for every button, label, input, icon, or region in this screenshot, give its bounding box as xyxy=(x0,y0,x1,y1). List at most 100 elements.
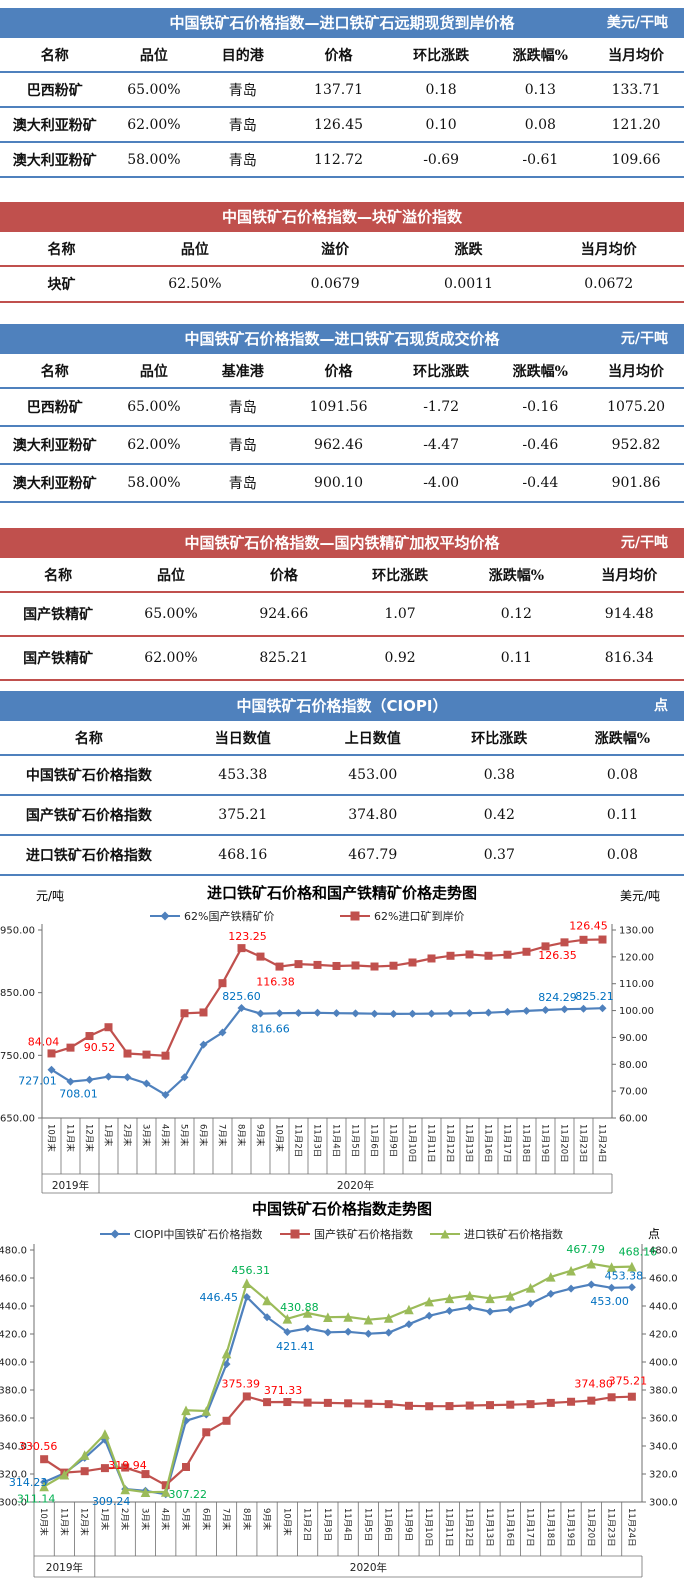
table-cell: 0.11 xyxy=(500,650,532,666)
table-cell: 65.00% xyxy=(144,606,198,622)
category-label: 11月10日 xyxy=(407,1124,417,1163)
table-header-row: 名称 品位 溢价 涨跌 当月均价 xyxy=(0,232,684,267)
chart-title: 进口铁矿石价格和国产铁精矿价格走势图 xyxy=(207,884,477,902)
table-unit-label: 元/干吨 xyxy=(620,331,668,347)
column-header: 价格 xyxy=(324,47,353,64)
legend-label: 62%国产铁精矿价 xyxy=(184,909,274,923)
legend-label: 进口铁矿石价格指数 xyxy=(464,1227,563,1241)
table-row: 澳大利亚粉矿 62.00% 青岛 962.46 -4.47 -0.46 952.82 xyxy=(0,427,684,465)
table-cell: -4.00 xyxy=(423,475,460,491)
data-point-label: 374.80 xyxy=(574,1377,613,1390)
right-axis-tick: 300.0 xyxy=(649,1498,678,1509)
table-cell: 62.00% xyxy=(144,650,198,666)
table-cell: 澳大利亚粉矿 xyxy=(12,438,97,454)
table-row: 国产铁精矿 62.00% 825.21 0.92 0.11 816.34 xyxy=(0,637,684,681)
table-cell: 816.34 xyxy=(604,650,654,666)
data-point-label: 430.88 xyxy=(280,1301,319,1314)
table-cell: 国产铁精矿 xyxy=(23,607,94,623)
table-row: 进口铁矿石价格指数 468.16 467.79 0.37 0.08 xyxy=(0,836,684,876)
table-cell: 1091.56 xyxy=(309,399,368,415)
table-cell: 0.08 xyxy=(606,847,638,863)
category-label: 11月24日 xyxy=(597,1124,607,1163)
category-label: 11月16日 xyxy=(483,1124,493,1163)
category-label: 11月5日 xyxy=(362,1508,372,1541)
data-point-label: 307.22 xyxy=(168,1488,207,1501)
left-axis-tick: 750.00 xyxy=(0,1051,35,1062)
table-cell: 914.48 xyxy=(604,606,654,622)
data-point-label: 825.21 xyxy=(575,990,614,1003)
table-cell: -0.46 xyxy=(522,437,559,453)
table-cell: 进口铁矿石价格指数 xyxy=(25,848,152,864)
column-header: 环比涨跌 xyxy=(372,567,429,584)
category-label: 11月20日 xyxy=(559,1124,569,1163)
table-cell: 青岛 xyxy=(228,476,257,492)
series-1 xyxy=(47,935,607,1060)
year-label: 2019年 xyxy=(52,1179,89,1192)
table-cell: 0.13 xyxy=(524,81,556,98)
table-cell: 65.00% xyxy=(127,81,181,98)
series-1 xyxy=(40,1392,636,1490)
category-label: 11月23日 xyxy=(606,1508,616,1547)
table-cell: 112.72 xyxy=(314,151,364,168)
column-header: 涨跌幅% xyxy=(488,567,545,584)
right-axis-tick: 130.00 xyxy=(619,926,654,937)
column-header: 品位 xyxy=(180,241,209,258)
table-cell: 900.10 xyxy=(314,475,364,491)
price-tables-section: 中国铁矿石价格指数—进口铁矿石远期现货到岸价格 美元/干吨 名称 品位 目的港 价格 环比涨… xyxy=(0,8,684,876)
table-cell: 澳大利亚粉矿 xyxy=(12,152,97,169)
column-header: 名称 xyxy=(40,47,69,64)
table-cell: 国产铁矿石价格指数 xyxy=(25,808,152,824)
category-label: 10月末 xyxy=(38,1508,49,1536)
data-point-label: 708.01 xyxy=(59,1088,98,1101)
column-header: 名称 xyxy=(44,567,73,584)
category-label: 8月末 xyxy=(236,1124,247,1147)
right-axis-tick: 480.0 xyxy=(649,1246,678,1257)
data-point-label: 727.01 xyxy=(18,1075,57,1088)
column-header: 涨跌幅% xyxy=(512,363,568,380)
table-title: 中国铁矿石价格指数—块矿溢价指数 xyxy=(221,208,462,226)
left-axis-tick: 400.0 xyxy=(0,1358,27,1369)
table-unit-label: 元/干吨 xyxy=(620,535,668,551)
column-header: 品位 xyxy=(156,567,185,584)
table-cell: 126.45 xyxy=(314,116,364,133)
column-header: 溢价 xyxy=(321,241,350,258)
category-label: 11月9日 xyxy=(403,1508,413,1541)
data-point-label: 314.23 xyxy=(9,1476,48,1489)
table-unit-label: 点 xyxy=(654,698,668,714)
category-label: 11月3日 xyxy=(322,1508,332,1541)
column-header: 涨跌 xyxy=(454,241,483,258)
chart-legend: 62%国产铁精矿价 62%进口矿到岸价 xyxy=(150,909,464,923)
column-header: 环比涨跌 xyxy=(471,730,528,747)
right-axis-unit: 美元/吨 xyxy=(620,889,660,903)
table-title-bar: 中国铁矿石价格指数—块矿溢价指数 xyxy=(0,202,684,232)
category-label: 11月5日 xyxy=(350,1124,360,1157)
table-cell: 467.79 xyxy=(348,847,398,863)
column-header: 基准港 xyxy=(221,363,264,380)
category-label: 3月末 xyxy=(139,1508,150,1531)
table-row: 巴西粉矿 65.00% 青岛 137.71 0.18 0.13 133.71 xyxy=(0,73,684,108)
table-row: 中国铁矿石价格指数 453.38 453.00 0.38 0.08 xyxy=(0,756,684,796)
right-axis-tick: 340.0 xyxy=(649,1442,678,1453)
category-label: 11月12日 xyxy=(464,1508,474,1547)
category-label: 11月9日 xyxy=(388,1124,398,1157)
x-axis-category-labels: 10月末 11月末 12月末 1月末 2月末 3月末 4月末 5月末 6月末 7月末 8月末 9月末 1… xyxy=(33,1502,642,1557)
data-point-label: 467.79 xyxy=(566,1243,605,1256)
table-cell: -0.16 xyxy=(522,399,559,415)
category-label: 11月2日 xyxy=(302,1508,312,1541)
iron-ore-price-report: 中国铁矿石价格指数—进口铁矿石远期现货到岸价格 美元/干吨 名称 品位 目的港 价格 环比涨… xyxy=(0,8,684,1582)
table-cell: -0.69 xyxy=(423,151,460,168)
table-cell: 109.66 xyxy=(611,151,661,168)
x-axis-year-labels: 2019年 2020年 xyxy=(41,1174,613,1194)
category-label: 10月末 xyxy=(281,1508,292,1536)
table-header-row: 名称 品位 基准港 价格 环比涨跌 涨跌幅% 当月均价 xyxy=(0,354,684,389)
category-label: 11月19日 xyxy=(565,1508,575,1547)
table-title-bar: 中国铁矿石价格指数—国内铁精矿加权平均价格 元/干吨 xyxy=(0,528,684,558)
table-cell: 133.71 xyxy=(611,81,661,98)
data-point-label: 468.16 xyxy=(619,1246,658,1259)
table-cell: 0.12 xyxy=(500,606,532,622)
category-label: 11月12日 xyxy=(445,1124,455,1163)
column-header: 上日数值 xyxy=(344,730,401,747)
index-trend-chart: 中国铁矿石价格指数走势图点 CIOPI中国铁矿石价格指数 国产铁矿石价格指数 进口铁矿… xyxy=(0,1198,684,1582)
table-cell: 青岛 xyxy=(228,400,257,416)
price-table-3: 中国铁矿石价格指数—进口铁矿石现货成交价格 元/干吨 名称 品位 基准港 价格 环比涨跌 涨跌… xyxy=(0,324,684,503)
